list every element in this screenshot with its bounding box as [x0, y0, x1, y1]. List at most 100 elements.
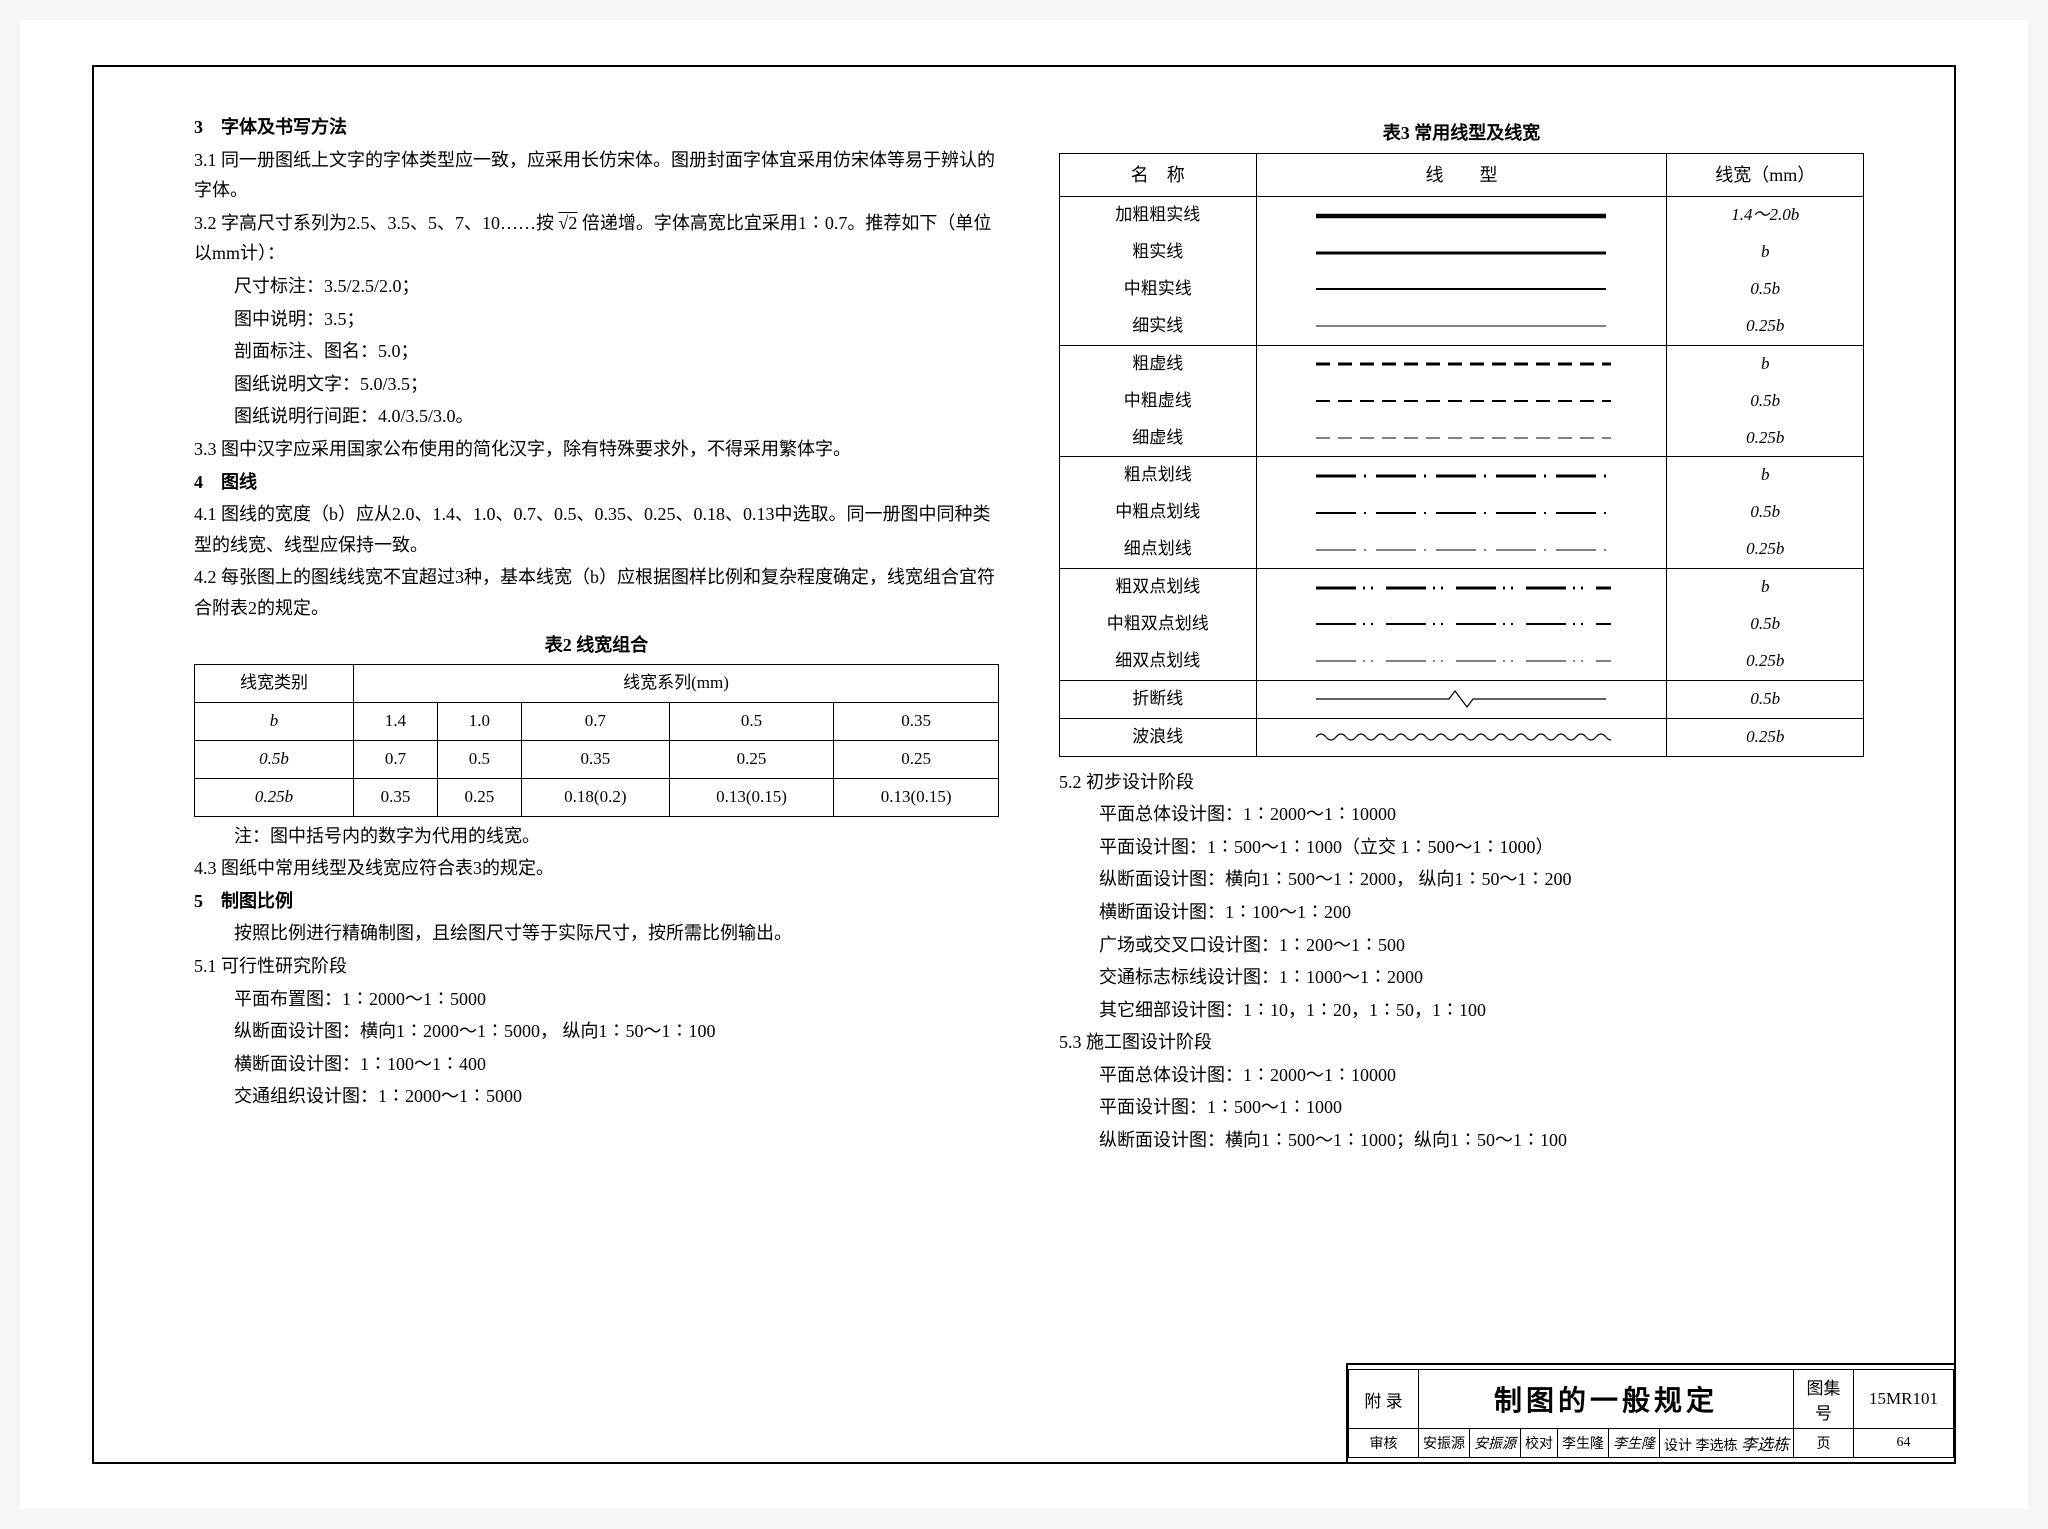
t3-line-sample — [1256, 643, 1667, 680]
t3-width: 0.25b — [1667, 308, 1864, 345]
t3-line-sample — [1256, 494, 1667, 531]
tb-design-name: 李选栋 — [1695, 1439, 1737, 1454]
t3-row: 细双点划线0.25b — [1060, 643, 1864, 680]
page: 3 字体及书写方法 3.1 同一册图纸上文字的字体类型应一致，应采用长仿宋体。图… — [20, 20, 2028, 1509]
t3-line-sample — [1256, 718, 1667, 756]
p3-2-l3: 剖面标注、图名：5.0； — [194, 336, 999, 367]
p3-2-l4: 图纸说明文字：5.0/3.5； — [194, 369, 999, 400]
t3-line-sample — [1256, 197, 1667, 234]
t2-note: 注：图中括号内的数字为代用的线宽。 — [194, 821, 999, 852]
t3-name: 粗虚线 — [1060, 345, 1257, 382]
tb-page-label: 页 — [1794, 1429, 1854, 1458]
t3-name: 中粗虚线 — [1060, 383, 1257, 420]
t3-row: 粗点划线 b — [1060, 457, 1864, 494]
t3-width: b — [1667, 569, 1864, 606]
t3-row: 细实线0.25b — [1060, 308, 1864, 345]
p3-2-l5: 图纸说明行间距：4.0/3.5/3.0。 — [194, 401, 999, 432]
outer-border: 3 字体及书写方法 3.1 同一册图纸上文字的字体类型应一致，应采用长仿宋体。图… — [92, 65, 1956, 1464]
t3-name: 粗实线 — [1060, 234, 1257, 271]
t3-width: 0.5b — [1667, 680, 1864, 718]
t3-line-sample — [1256, 383, 1667, 420]
heading-3: 3 字体及书写方法 — [194, 112, 999, 143]
p5-3-l2: 平面设计图：1∶500～1∶1000 — [1059, 1092, 1864, 1123]
p5-2-l6: 交通标志标线设计图：1∶1000～1∶2000 — [1059, 962, 1864, 993]
t3-name: 波浪线 — [1060, 718, 1257, 756]
t3-line-sample — [1256, 345, 1667, 382]
p3-2-l2: 图中说明：3.5； — [194, 304, 999, 335]
p5-3-l3: 纵断面设计图：横向1∶500～1∶1000；纵向1∶50～1∶100 — [1059, 1125, 1864, 1156]
t3-name: 中粗实线 — [1060, 271, 1257, 308]
t3-line-sample — [1256, 606, 1667, 643]
t3-width: b — [1667, 345, 1864, 382]
para-4-1: 4.1 图线的宽度（b）应从2.0、1.4、1.0、0.7、0.5、0.35、0… — [194, 499, 999, 560]
p3-2-l1: 尺寸标注：3.5/2.5/2.0； — [194, 271, 999, 302]
t3-h2: 线 型 — [1256, 153, 1667, 197]
t3-width: 0.5b — [1667, 494, 1864, 531]
t3-row: 加粗粗实线 1.4～2.0b — [1060, 197, 1864, 234]
p5-2-l5: 广场或交叉口设计图：1∶200～1∶500 — [1059, 930, 1864, 961]
para-5-3: 5.3 施工图设计阶段 — [1059, 1027, 1864, 1058]
p5-2-l2: 平面设计图：1∶500～1∶1000（立交 1∶500～1∶1000） — [1059, 832, 1864, 863]
para-5-1: 5.1 可行性研究阶段 — [194, 951, 999, 982]
t3-name: 粗双点划线 — [1060, 569, 1257, 606]
t3-name: 折断线 — [1060, 680, 1257, 718]
t3-line-sample — [1256, 308, 1667, 345]
t2-h1: 线宽类别 — [195, 665, 354, 703]
t3-line-sample — [1256, 271, 1667, 308]
para-5-0: 按照比例进行精确制图，且绘图尺寸等于实际尺寸，按所需比例输出。 — [194, 918, 999, 949]
heading-4: 4 图线 — [194, 467, 999, 498]
t3-row: 折断线 0.5b — [1060, 680, 1864, 718]
t3-line-sample — [1256, 457, 1667, 494]
t3-width: 0.5b — [1667, 271, 1864, 308]
t2-row-1: 0.5b0.70.50.350.250.25 — [195, 740, 999, 778]
t3-name: 细虚线 — [1060, 420, 1257, 457]
t3-width: 1.4～2.0b — [1667, 197, 1864, 234]
tb-set-label: 图集号 — [1794, 1370, 1854, 1429]
para-5-2: 5.2 初步设计阶段 — [1059, 767, 1864, 798]
t3-line-sample — [1256, 531, 1667, 568]
t3-line-sample — [1256, 234, 1667, 271]
p5-1-l1: 平面布置图：1∶2000～1∶5000 — [194, 984, 999, 1015]
t3-name: 加粗粗实线 — [1060, 197, 1257, 234]
t3-row: 粗虚线 b — [1060, 345, 1864, 382]
t3-line-sample — [1256, 569, 1667, 606]
t3-width: 0.25b — [1667, 718, 1864, 756]
t3-width: 0.25b — [1667, 420, 1864, 457]
sqrt-2: √2 — [559, 213, 578, 233]
table-2: 线宽类别 线宽系列(mm) b1.41.00.70.50.35 0.5b0.70… — [194, 664, 999, 817]
t3-width: 0.5b — [1667, 383, 1864, 420]
heading-5: 5 制图比例 — [194, 886, 999, 917]
tb-review-label: 审核 — [1348, 1429, 1418, 1458]
t2-h2: 线宽系列(mm) — [354, 665, 999, 703]
left-column: 3 字体及书写方法 3.1 同一册图纸上文字的字体类型应一致，应采用长仿宋体。图… — [194, 112, 999, 1158]
p5-2-l3: 纵断面设计图：横向1∶500～1∶2000， 纵向1∶50～1∶200 — [1059, 864, 1864, 895]
p5-3-l1: 平面总体设计图：1∶2000～1∶10000 — [1059, 1060, 1864, 1091]
t3-row: 细点划线0.25b — [1060, 531, 1864, 568]
p5-2-l1: 平面总体设计图：1∶2000～1∶10000 — [1059, 799, 1864, 830]
t3-row: 粗实线b — [1060, 234, 1864, 271]
tb-set-no: 15MR101 — [1854, 1370, 1954, 1429]
right-column: 表3 常用线型及线宽 名 称 线 型 线宽（mm） 加粗粗实线1.4～2.0b粗… — [1059, 112, 1864, 1158]
t3-name: 细双点划线 — [1060, 643, 1257, 680]
title-block: 附 录 制图的一般规定 图集号 15MR101 审核 安振源 安振源 校对 李生… — [1346, 1363, 1954, 1462]
para-4-2: 4.2 每张图上的图线线宽不宜超过3种，基本线宽（b）应根据图样比例和复杂程度确… — [194, 562, 999, 623]
p5-2-l7: 其它细部设计图：1∶10，1∶20，1∶50，1∶100 — [1059, 995, 1864, 1026]
t3-row: 粗双点划线 b — [1060, 569, 1864, 606]
t3-row: 中粗实线 0.5b — [1060, 271, 1864, 308]
t3-width: b — [1667, 457, 1864, 494]
p5-1-l3: 横断面设计图：1∶100～1∶400 — [194, 1049, 999, 1080]
tb-review-name: 安振源 — [1418, 1429, 1469, 1458]
t3-width: 0.5b — [1667, 606, 1864, 643]
t3-name: 中粗点划线 — [1060, 494, 1257, 531]
content-area: 3 字体及书写方法 3.1 同一册图纸上文字的字体类型应一致，应采用长仿宋体。图… — [194, 112, 1864, 1158]
t3-row: 中粗点划线 0.5b — [1060, 494, 1864, 531]
tb-appendix: 附 录 — [1348, 1370, 1418, 1429]
para-4-3: 4.3 图纸中常用线型及线宽应符合表3的规定。 — [194, 853, 999, 884]
table-3: 名 称 线 型 线宽（mm） 加粗粗实线1.4～2.0b粗实线b中粗实线0.5b… — [1059, 153, 1864, 757]
para-3-1: 3.1 同一册图纸上文字的字体类型应一致，应采用长仿宋体。图册封面字体宜采用仿宋… — [194, 145, 999, 206]
t3-line-sample — [1256, 680, 1667, 718]
t3-row: 细虚线 0.25b — [1060, 420, 1864, 457]
t3-name: 粗点划线 — [1060, 457, 1257, 494]
para-3-2: 3.2 字高尺寸系列为2.5、3.5、5、7、10……按 √2 倍递增。字体高宽… — [194, 208, 999, 269]
t3-line-sample — [1256, 420, 1667, 457]
